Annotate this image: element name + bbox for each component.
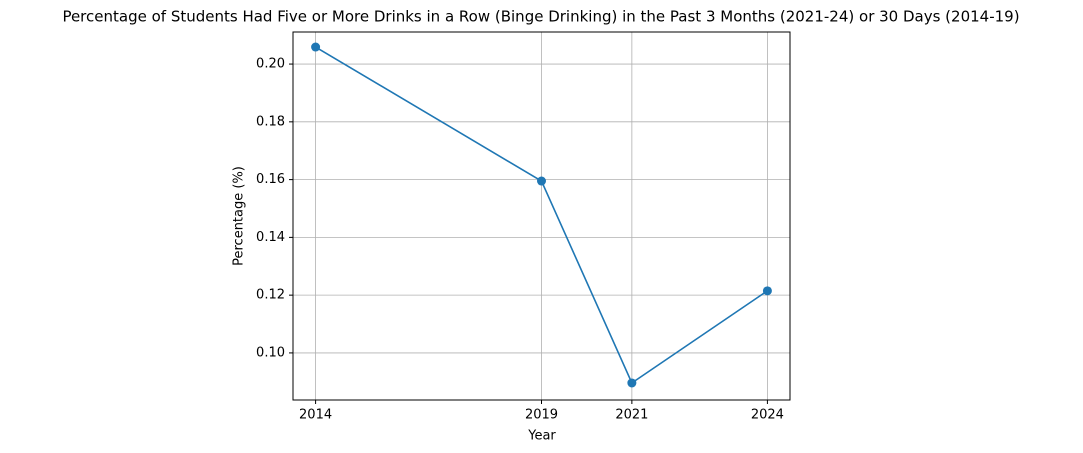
line: [315, 46, 768, 385]
point: [311, 42, 321, 52]
y-tick-label: 0.20: [256, 57, 285, 72]
chart-title: Percentage of Students Had Five or More …: [62, 8, 1019, 26]
y-tick-label: 0.10: [256, 345, 285, 360]
point: [762, 286, 772, 296]
y-axis-label: Percentage (%): [232, 166, 247, 266]
x-tick-label: 2014: [299, 408, 332, 423]
y-tick-label: 0.14: [256, 230, 285, 245]
point: [537, 176, 546, 186]
x-tick-label: 2019: [525, 408, 558, 423]
x-tick-label: 2024: [751, 408, 784, 423]
y-tick-label: 0.16: [256, 172, 285, 187]
x-tick-label: 2021: [615, 408, 648, 423]
y-tick-label: 0.12: [256, 288, 285, 303]
x-axis-label: Year: [527, 429, 556, 444]
point: [627, 378, 637, 388]
y-tick-label: 0.18: [256, 114, 285, 129]
plot-frame: [292, 31, 791, 401]
